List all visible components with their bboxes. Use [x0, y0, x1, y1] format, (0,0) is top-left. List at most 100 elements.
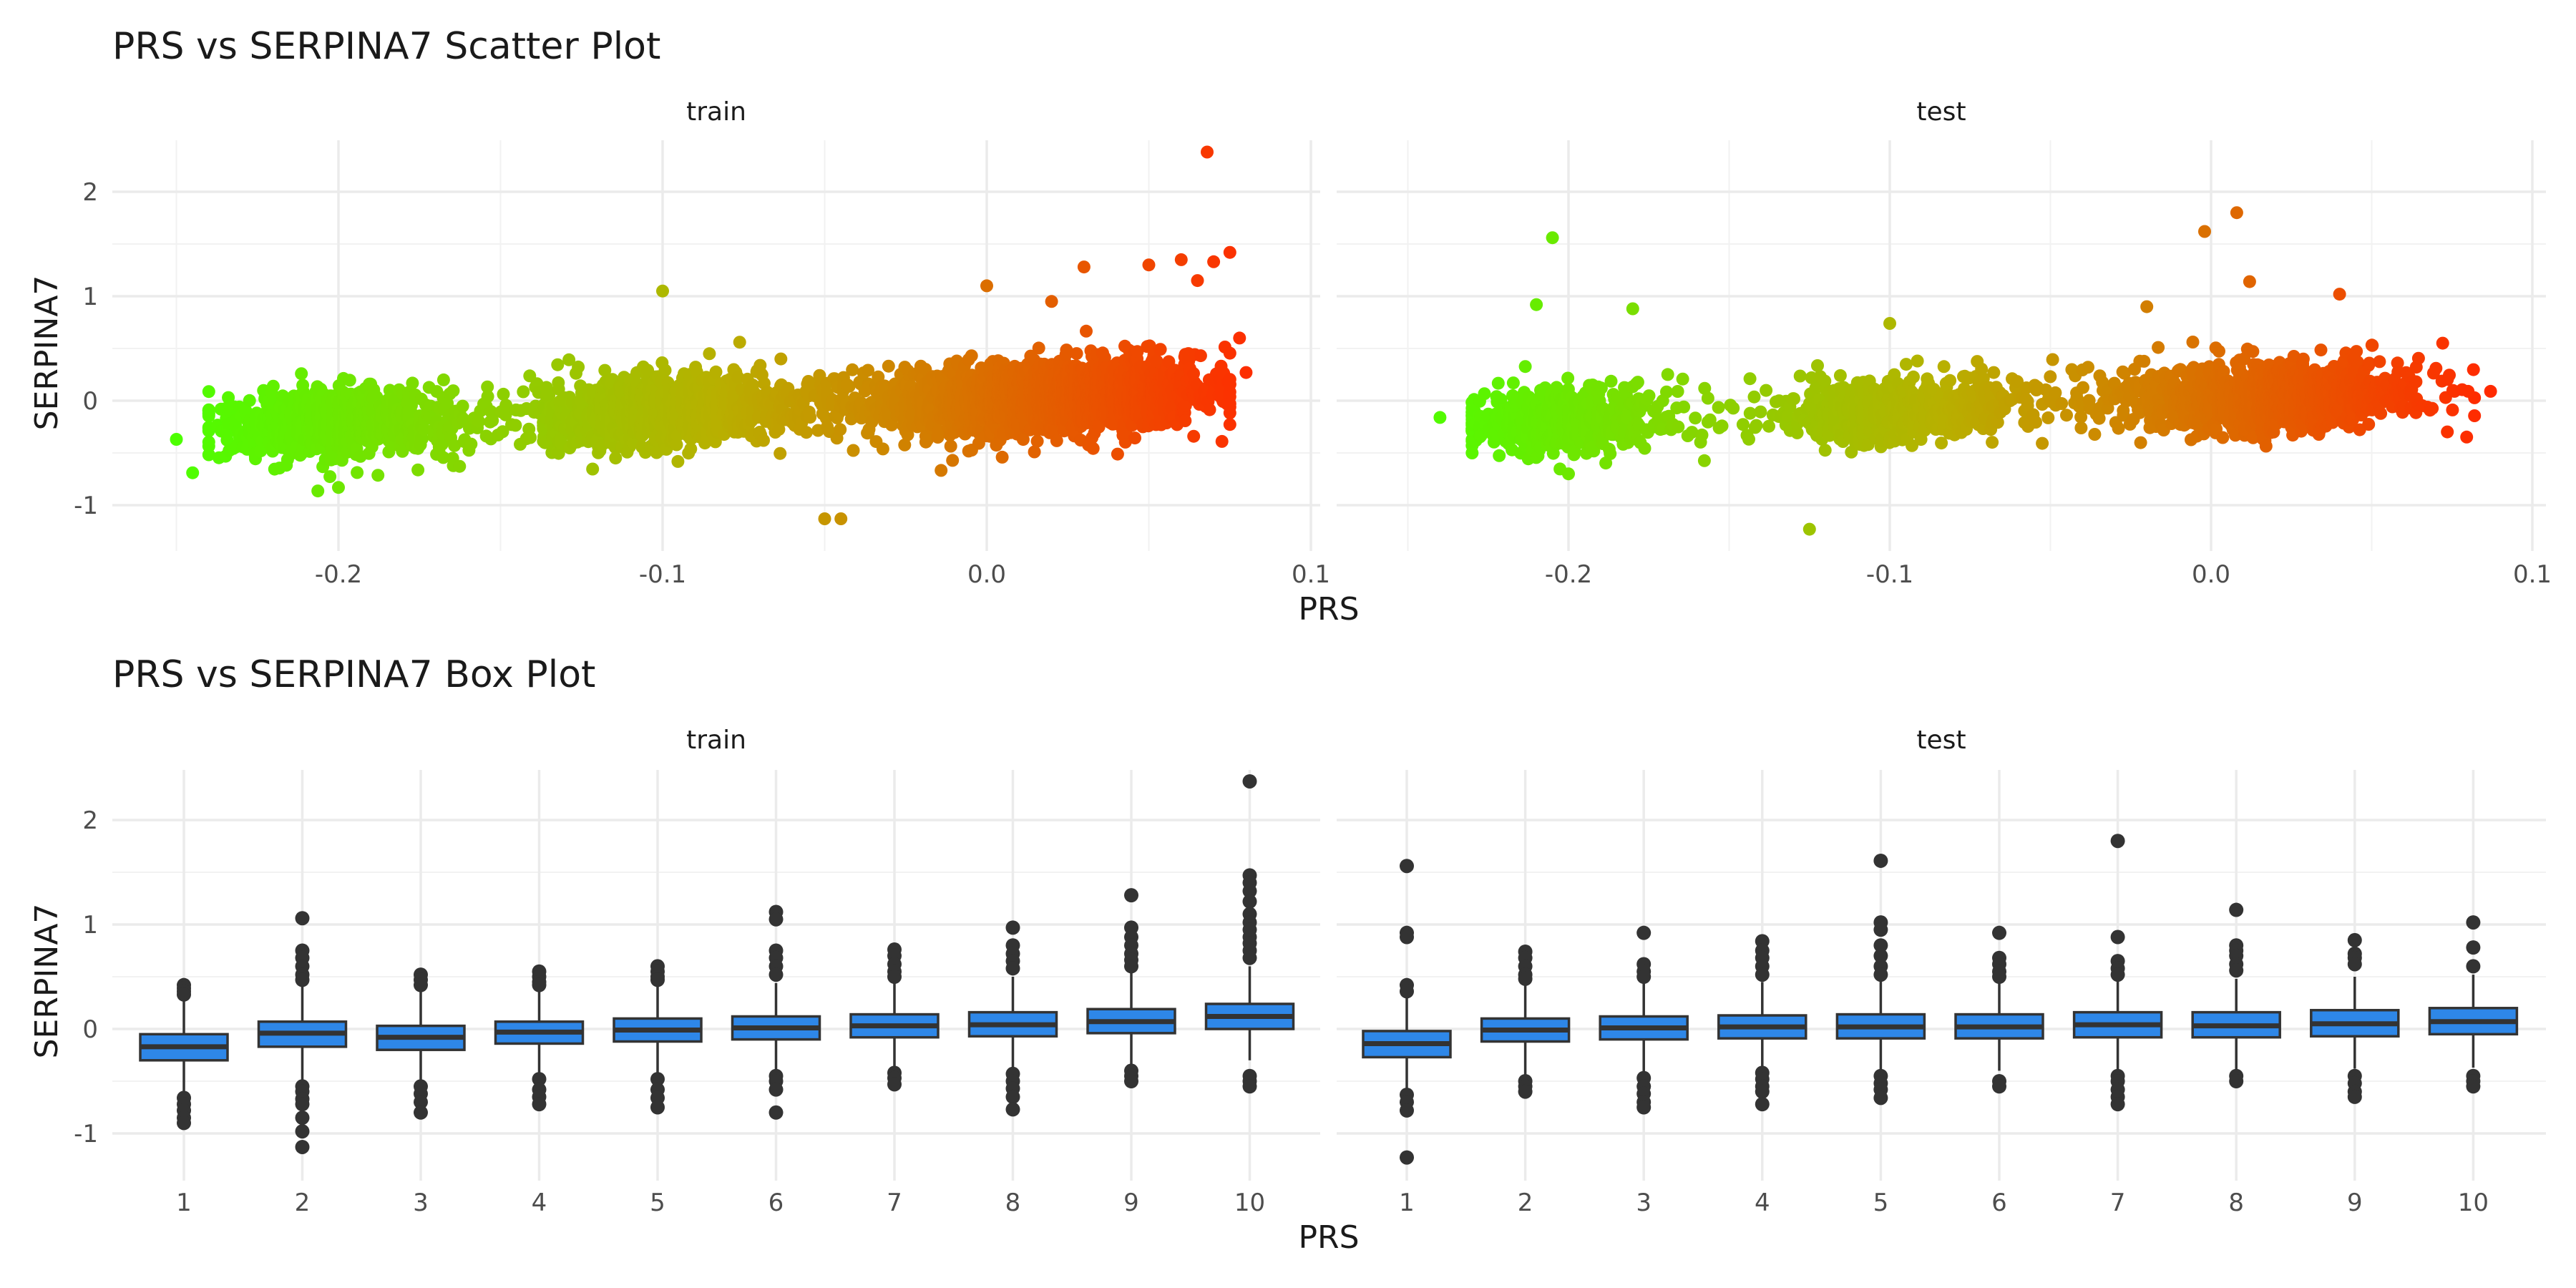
scatter-point — [965, 349, 978, 363]
scatter-point — [436, 451, 450, 464]
x-tick-label: -0.1 — [1866, 560, 1913, 589]
scatter-point — [1491, 376, 1505, 390]
scatter-point — [1787, 392, 1800, 406]
scatter-point — [946, 454, 960, 467]
scatter-point — [709, 365, 723, 379]
scatter-point — [509, 419, 522, 432]
scatter-point — [1638, 441, 1652, 455]
scatter-point — [757, 434, 770, 447]
x-tick-label: 0.0 — [2192, 560, 2230, 589]
scatter-plot-title: PRS vs SERPINA7 Scatter Plot — [112, 25, 660, 68]
y-tick-label: 2 — [82, 178, 98, 207]
scatter-point — [1689, 411, 1702, 425]
scatter-point — [186, 466, 200, 479]
scatter-point — [1642, 389, 1656, 403]
scatter-point — [846, 363, 859, 376]
scatter-point — [1201, 145, 1214, 159]
scatter-point — [1111, 447, 1124, 461]
scatter-point — [818, 512, 831, 525]
scatter-point — [671, 454, 685, 468]
scatter-point — [351, 466, 364, 479]
scatter-point — [1754, 405, 1767, 419]
scatter-point — [774, 352, 788, 366]
scatter-point — [1506, 376, 1520, 390]
scatter-point — [1187, 429, 1201, 443]
scatter-point — [1743, 372, 1757, 386]
scatter-point — [1676, 372, 1689, 386]
scatter-point — [202, 385, 215, 399]
scatter-point — [497, 387, 510, 401]
scatter-point — [1493, 449, 1506, 462]
scatter-point — [1701, 391, 1714, 405]
scatter-point — [1194, 349, 1207, 363]
scatter-point — [411, 463, 425, 477]
scatter-point — [1760, 384, 1773, 397]
x-tick-label: -0.2 — [315, 560, 362, 589]
facet-strip-label: test — [1916, 97, 1966, 127]
scatter-point — [481, 390, 494, 404]
scatter-point — [323, 470, 337, 484]
scatter-point — [1742, 432, 1755, 446]
scatter-point — [448, 439, 462, 452]
scatter-point — [1465, 447, 1479, 459]
scatter-point — [799, 426, 813, 439]
scatter-point — [481, 380, 494, 394]
scatter-point — [1811, 359, 1824, 372]
scatter-point — [1223, 245, 1236, 259]
scatter-point — [733, 336, 746, 349]
scatter-point — [1223, 418, 1236, 431]
scatter-point — [267, 389, 280, 403]
scatter-point — [1727, 401, 1740, 415]
scatter-point — [1080, 324, 1093, 338]
scatter-point — [834, 512, 848, 525]
scatter-point — [876, 442, 889, 456]
scatter-point — [935, 464, 948, 477]
scatter-point — [435, 438, 449, 451]
scatter-point — [1671, 385, 1684, 398]
x-tick-label: 0.0 — [967, 560, 1006, 589]
scatter-point — [1070, 347, 1083, 361]
scatter-point — [882, 359, 895, 373]
scatter-point — [1818, 444, 1832, 457]
scatter-point — [453, 459, 467, 473]
scatter-point — [586, 462, 600, 476]
scatter-point — [847, 444, 860, 457]
scatter-point — [222, 391, 235, 404]
scatter-point — [609, 452, 623, 465]
facet-strip-label: train — [686, 97, 746, 127]
scatter-point — [1762, 419, 1775, 433]
scatter-point — [1030, 434, 1044, 448]
scatter-point — [995, 450, 1009, 464]
scatter-point — [1215, 434, 1229, 448]
scatter-point — [1207, 255, 1221, 268]
scatter-point — [436, 373, 450, 386]
scatter-point — [551, 358, 565, 371]
scatter-point — [1045, 295, 1058, 308]
scatter-point — [834, 423, 847, 436]
scatter-point — [524, 431, 537, 444]
scatter-point — [332, 481, 345, 494]
scatter-point — [343, 374, 356, 387]
scatter-point — [1128, 431, 1141, 445]
scatter-point — [1747, 390, 1761, 404]
scatter-point — [804, 411, 817, 424]
scatter-point — [1239, 366, 1253, 379]
scatter-point — [1223, 406, 1236, 420]
scatter-point — [1697, 454, 1711, 467]
scatter-point — [1086, 441, 1100, 455]
scatter-point — [202, 439, 215, 453]
scatter-point — [396, 444, 409, 458]
scatter-point — [1561, 371, 1575, 385]
scatter-point — [1191, 274, 1204, 288]
scatter-point — [266, 379, 280, 393]
scatter-point — [1672, 420, 1685, 434]
scatter-point — [1833, 369, 1847, 382]
y-tick-label: 0 — [82, 387, 98, 416]
scatter-point — [254, 444, 268, 458]
scatter-point — [472, 415, 486, 428]
scatter-point — [202, 403, 215, 416]
scatter-point — [1750, 419, 1763, 432]
scatter-point — [656, 284, 669, 298]
